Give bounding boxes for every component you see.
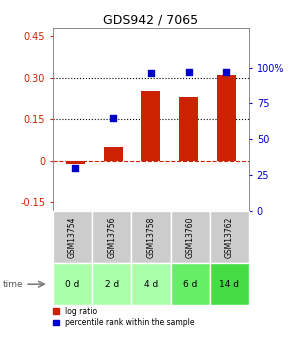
Text: GSM13760: GSM13760 bbox=[186, 216, 195, 258]
FancyBboxPatch shape bbox=[171, 211, 210, 263]
Point bbox=[149, 71, 153, 76]
Bar bbox=[179, 97, 198, 161]
FancyBboxPatch shape bbox=[131, 211, 171, 263]
Title: GDS942 / 7065: GDS942 / 7065 bbox=[103, 13, 198, 27]
Bar bbox=[142, 91, 160, 161]
Text: 2 d: 2 d bbox=[105, 280, 119, 289]
Text: GSM13762: GSM13762 bbox=[225, 216, 234, 258]
FancyBboxPatch shape bbox=[210, 264, 249, 305]
Text: 4 d: 4 d bbox=[144, 280, 158, 289]
Text: time: time bbox=[3, 280, 23, 289]
Bar bbox=[104, 147, 122, 161]
Legend: log ratio, percentile rank within the sample: log ratio, percentile rank within the sa… bbox=[53, 307, 194, 327]
Text: GSM13758: GSM13758 bbox=[146, 216, 155, 258]
Text: 0 d: 0 d bbox=[65, 280, 80, 289]
Point bbox=[186, 69, 191, 75]
Point bbox=[73, 165, 78, 170]
FancyBboxPatch shape bbox=[171, 264, 210, 305]
FancyBboxPatch shape bbox=[92, 264, 131, 305]
Point bbox=[111, 115, 115, 120]
FancyBboxPatch shape bbox=[92, 211, 131, 263]
Point bbox=[224, 69, 229, 75]
Text: GSM13756: GSM13756 bbox=[107, 216, 116, 258]
Text: 6 d: 6 d bbox=[183, 280, 197, 289]
Bar bbox=[217, 75, 236, 161]
FancyBboxPatch shape bbox=[131, 264, 171, 305]
FancyBboxPatch shape bbox=[53, 211, 92, 263]
Bar bbox=[66, 161, 85, 164]
Text: GSM13754: GSM13754 bbox=[68, 216, 77, 258]
FancyBboxPatch shape bbox=[210, 211, 249, 263]
FancyBboxPatch shape bbox=[53, 264, 92, 305]
Text: 14 d: 14 d bbox=[219, 280, 239, 289]
